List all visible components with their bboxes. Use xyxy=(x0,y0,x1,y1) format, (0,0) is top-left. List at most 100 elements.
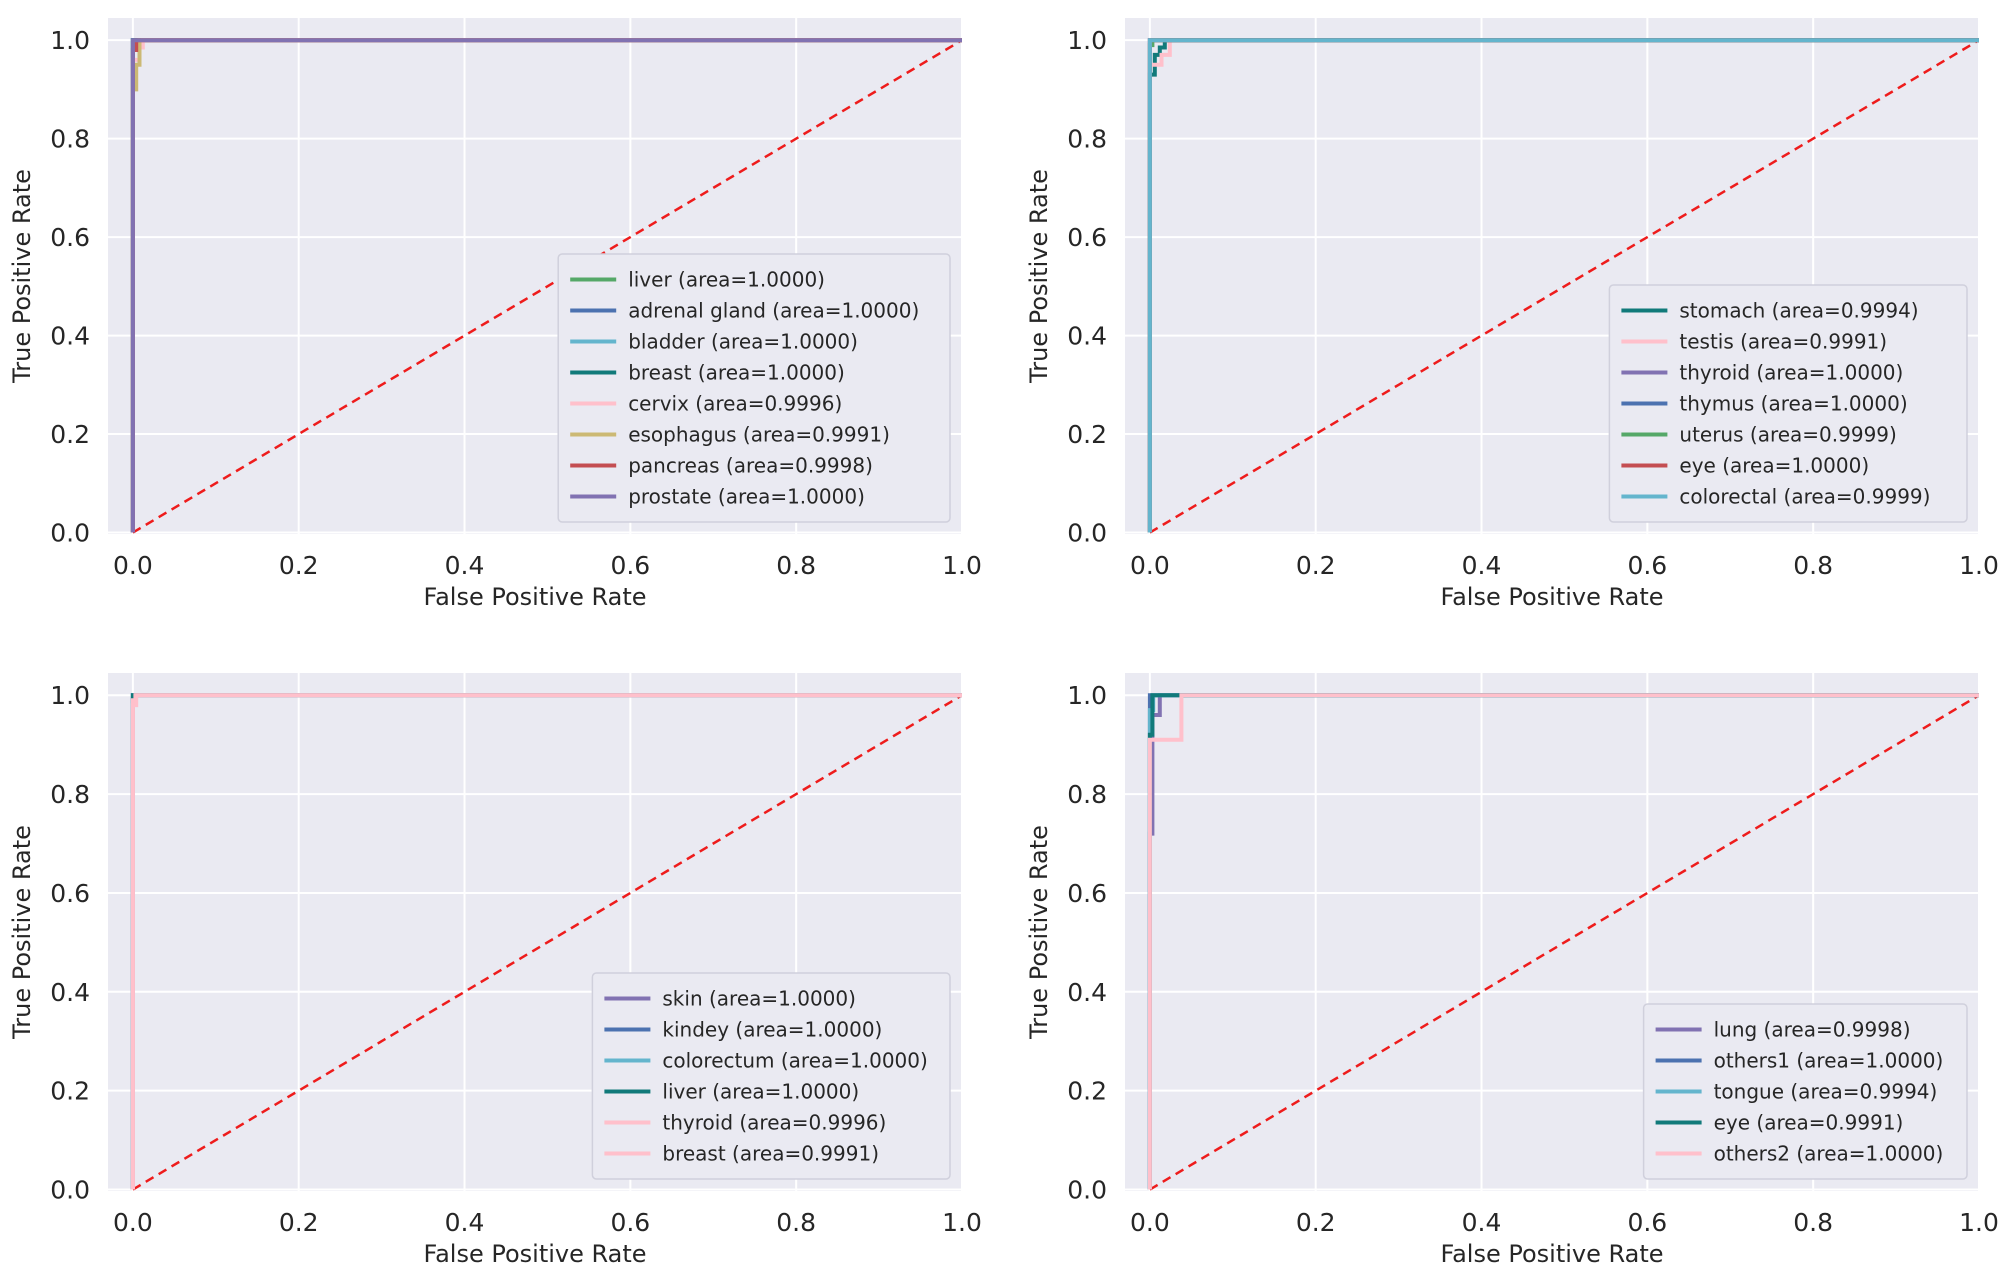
x-tick-label: 0.2 xyxy=(1296,1208,1336,1237)
y-tick-label: 1.0 xyxy=(50,26,90,55)
x-tick-label: 0.6 xyxy=(610,1208,650,1237)
legend-box xyxy=(1642,1003,1968,1180)
x-tick-label: 0.8 xyxy=(1793,1208,1833,1237)
legend-label: uterus (area=0.9999) xyxy=(1679,423,1896,447)
x-tick-label: 0.8 xyxy=(776,551,816,580)
legend-box xyxy=(557,253,951,523)
roc-curve-5 xyxy=(1147,693,1979,1190)
roc-curve-7 xyxy=(1147,38,1979,533)
y-tick-label: 0.2 xyxy=(1067,420,1107,449)
chart-panel-3: 0.0 0.2 0.4 0.6 0.8 1.0 0.0 0.2 0.4 0.6 0.8 1.0 Fals… xyxy=(8,673,982,1268)
chart-panel-2: 0.0 0.2 0.4 0.6 0.8 1.0 0.0 0.2 0.4 0.6 0.8 1.0 Fals… xyxy=(1025,18,1999,611)
roc-curve-6 xyxy=(130,693,962,1190)
roc-curve-8 xyxy=(130,38,962,533)
x-tick-label: 0.4 xyxy=(1462,1208,1502,1237)
chart-panel-4: 0.0 0.2 0.4 0.6 0.8 1.0 0.0 0.2 0.4 0.6 0.8 1.0 Fals… xyxy=(1025,673,1999,1268)
y-tick-label: 0.8 xyxy=(50,125,90,154)
legend: stomach (area=0.9994) testis (area=0.9991… xyxy=(1608,284,1968,523)
y-axis-label: True Positive Rate xyxy=(1025,169,1053,384)
legend-box xyxy=(1608,284,1968,523)
legend-label: liver (area=1.0000) xyxy=(662,1080,859,1104)
x-tick-label: 1.0 xyxy=(942,551,982,580)
y-tick-label: 0.2 xyxy=(50,420,90,449)
y-tick-label: 0.0 xyxy=(50,1176,90,1205)
x-tick-label: 0.6 xyxy=(1627,551,1667,580)
legend-label: lung (area=0.9998) xyxy=(1714,1018,1911,1042)
legend-label: colorectum (area=1.0000) xyxy=(662,1049,927,1073)
legend-label: skin (area=1.0000) xyxy=(662,987,856,1011)
x-axis-label: False Positive Rate xyxy=(1440,1240,1663,1268)
chance-diagonal-line xyxy=(132,694,962,1191)
legend-label: eye (area=1.0000) xyxy=(1679,454,1869,478)
y-tick-label: 0.0 xyxy=(1067,519,1107,548)
x-axis-label: False Positive Rate xyxy=(423,583,646,611)
y-tick-label: 1.0 xyxy=(1067,26,1107,55)
y-tick-label: 0.0 xyxy=(50,519,90,548)
legend-label: breast (area=1.0000) xyxy=(628,361,845,385)
legend: liver (area=1.0000) adrenal gland (area=1… xyxy=(557,253,951,523)
legend-box xyxy=(591,972,951,1180)
x-tick-label: 0.6 xyxy=(610,551,650,580)
legend-label: pancreas (area=0.9998) xyxy=(628,454,873,478)
x-tick-label: 0.2 xyxy=(279,551,319,580)
legend-label: testis (area=0.9991) xyxy=(1679,330,1887,354)
legend-label: thyroid (area=0.9996) xyxy=(662,1111,886,1135)
x-tick-label: 0.2 xyxy=(279,1208,319,1237)
legend-label: others2 (area=1.0000) xyxy=(1714,1142,1944,1166)
x-tick-label: 0.0 xyxy=(1130,551,1170,580)
y-axis-label: True Positive Rate xyxy=(8,825,36,1040)
y-tick-label: 1.0 xyxy=(50,681,90,710)
x-tick-label: 0.2 xyxy=(1296,551,1336,580)
x-tick-label: 0.4 xyxy=(445,551,485,580)
legend-label: prostate (area=1.0000) xyxy=(628,485,865,509)
y-tick-label: 0.4 xyxy=(50,978,90,1007)
x-tick-label: 0.4 xyxy=(1462,551,1502,580)
legend: lung (area=0.9998) others1 (area=1.0000) t… xyxy=(1642,1003,1968,1180)
legend-label: stomach (area=0.9994) xyxy=(1679,299,1918,323)
chance-diagonal-line xyxy=(1149,39,1979,534)
legend-label: liver (area=1.0000) xyxy=(628,268,825,292)
x-tick-label: 0.0 xyxy=(113,1208,153,1237)
legend-label: eye (area=0.9991) xyxy=(1714,1111,1904,1135)
legend-label: colorectal (area=0.9999) xyxy=(1679,485,1930,509)
legend-label: tongue (area=0.9994) xyxy=(1714,1080,1938,1104)
y-tick-label: 0.4 xyxy=(1067,978,1107,1007)
x-tick-label: 0.0 xyxy=(113,551,153,580)
y-tick-label: 0.0 xyxy=(1067,1176,1107,1205)
legend-label: others1 (area=1.0000) xyxy=(1714,1049,1944,1073)
y-tick-label: 0.6 xyxy=(1067,223,1107,252)
x-tick-label: 0.0 xyxy=(1130,1208,1170,1237)
legend: skin (area=1.0000) kindey (area=1.0000) co… xyxy=(591,972,951,1180)
legend-label: adrenal gland (area=1.0000) xyxy=(628,299,919,323)
legend-label: thymus (area=1.0000) xyxy=(1679,392,1907,416)
chance-diagonal-line xyxy=(132,39,962,534)
y-tick-label: 0.6 xyxy=(50,223,90,252)
x-tick-label: 1.0 xyxy=(1959,551,1999,580)
x-tick-label: 1.0 xyxy=(1959,1208,1999,1237)
y-tick-label: 0.4 xyxy=(50,322,90,351)
y-tick-label: 0.6 xyxy=(1067,879,1107,908)
x-axis-label: False Positive Rate xyxy=(423,1240,646,1268)
y-tick-label: 0.2 xyxy=(50,1077,90,1106)
y-axis-label: True Positive Rate xyxy=(1025,825,1053,1040)
x-axis-label: False Positive Rate xyxy=(1440,583,1663,611)
legend-label: thyroid (area=1.0000) xyxy=(1679,361,1903,385)
legend-label: kindey (area=1.0000) xyxy=(662,1018,882,1042)
legend-label: bladder (area=1.0000) xyxy=(628,330,858,354)
y-tick-label: 0.8 xyxy=(1067,780,1107,809)
x-tick-label: 0.8 xyxy=(1793,551,1833,580)
y-tick-label: 0.4 xyxy=(1067,322,1107,351)
y-tick-label: 0.2 xyxy=(1067,1077,1107,1106)
x-tick-label: 0.8 xyxy=(776,1208,816,1237)
y-tick-label: 0.8 xyxy=(50,780,90,809)
y-tick-label: 0.6 xyxy=(50,879,90,908)
x-tick-label: 1.0 xyxy=(942,1208,982,1237)
y-tick-label: 0.8 xyxy=(1067,125,1107,154)
x-tick-label: 0.4 xyxy=(445,1208,485,1237)
legend-label: cervix (area=0.9996) xyxy=(628,392,842,416)
y-axis-label: True Positive Rate xyxy=(8,169,36,384)
y-tick-label: 1.0 xyxy=(1067,681,1107,710)
legend-label: breast (area=0.9991) xyxy=(662,1142,879,1166)
chart-panel-1: 0.0 0.2 0.4 0.6 0.8 1.0 0.0 0.2 0.4 0.6 0.8 1.0 Fals… xyxy=(8,18,982,611)
